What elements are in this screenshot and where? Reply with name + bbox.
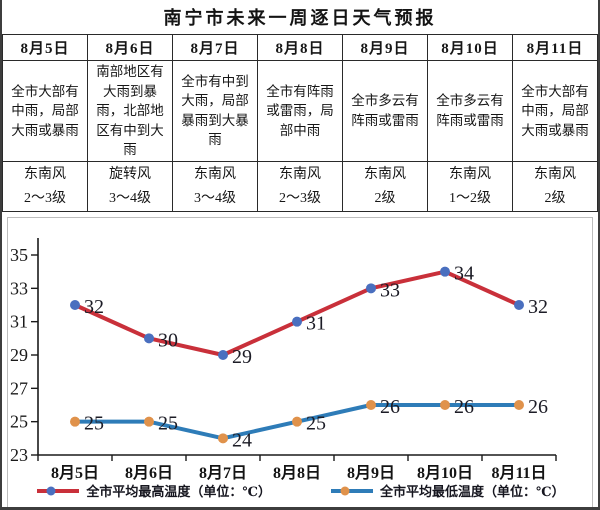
wind-cell: 东南风 2级 xyxy=(342,160,428,213)
x-tick-label: 8月6日 xyxy=(125,464,173,480)
data-point-marker xyxy=(218,433,228,444)
data-label: 32 xyxy=(528,296,548,318)
legend-item-0: 全市平均最高温度（单位：℃） xyxy=(35,481,271,500)
chart-section: 23 25 27 29 31 33 35 8月5日 8月6日 8月7日 8月8日 8月9日 8月10日 8… xyxy=(2,212,598,507)
wind-cell: 东南风 3～4级 xyxy=(172,160,258,213)
series-1: 25 25 24 25 26 26 26 xyxy=(70,396,548,452)
data-label: 32 xyxy=(84,296,104,318)
data-point-marker xyxy=(514,300,524,311)
data-point-marker xyxy=(440,267,450,278)
data-point-marker xyxy=(144,333,154,344)
weather-cell: 全市有阵雨或雷雨，局部中雨 xyxy=(257,60,343,162)
wind-cell: 东南风 2～3级 xyxy=(2,160,88,213)
page-title: 南宁市未来一周逐日天气预报 xyxy=(163,8,437,28)
table-row-wind: 东南风 2～3级 旋转风 3～4级 东南风 3～4级 东南风 2～3级 东南风 … xyxy=(2,160,598,213)
x-tick-label: 8月7日 xyxy=(199,464,247,480)
date-cell: 8月8日 xyxy=(257,34,343,61)
data-point-marker xyxy=(218,350,228,361)
table-row-dates: 8月5日 8月6日 8月7日 8月8日 8月9日 8月10日 8月11日 xyxy=(2,34,598,61)
data-point-marker xyxy=(70,300,80,311)
y-tick-label: 35 xyxy=(10,245,28,265)
x-tick-label: 8月8日 xyxy=(273,464,321,480)
y-tick-label: 31 xyxy=(10,312,28,332)
data-label: 25 xyxy=(306,413,326,435)
legend-label: 全市平均最低温度（单位：℃） xyxy=(380,484,565,500)
data-point-marker xyxy=(514,400,524,411)
weather-cell: 全市多云有阵雨或雷雨 xyxy=(427,60,513,162)
table-row-weather: 全市大部有中雨，局部大雨或暴雨 南部地区有大雨到暴雨，北部地区有中到大雨 全市有… xyxy=(2,60,598,162)
date-cell: 8月10日 xyxy=(427,34,513,61)
x-tick-label: 8月5日 xyxy=(51,464,99,480)
data-label: 25 xyxy=(84,413,104,435)
data-label: 30 xyxy=(158,330,178,352)
legend-item-1: 全市平均最低温度（单位：℃） xyxy=(329,481,565,500)
x-tick-label: 8月10日 xyxy=(417,464,473,480)
data-point-marker xyxy=(366,400,376,411)
series-0: 32 30 29 31 33 34 32 xyxy=(70,263,548,368)
forecast-table: 8月5日 8月6日 8月7日 8月8日 8月9日 8月10日 8月11日 全市大… xyxy=(2,34,598,213)
wind-cell: 东南风 2～3级 xyxy=(257,160,343,213)
wind-cell: 东南风 1～2级 xyxy=(427,160,513,213)
y-tick-label: 33 xyxy=(10,279,28,299)
data-label: 26 xyxy=(380,396,400,418)
wind-cell: 旋转风 3～4级 xyxy=(87,160,173,213)
legend-key-icon xyxy=(331,486,373,496)
data-label: 25 xyxy=(158,413,178,435)
data-label: 31 xyxy=(306,313,326,335)
y-tick-label: 27 xyxy=(10,379,28,399)
date-cell: 8月11日 xyxy=(512,34,598,61)
weather-cell: 南部地区有大雨到暴雨，北部地区有中到大雨 xyxy=(87,60,173,162)
date-cell: 8月9日 xyxy=(342,34,428,61)
weather-cell: 全市大部有中雨，局部大雨或暴雨 xyxy=(2,60,88,162)
x-tick-label: 8月9日 xyxy=(347,464,395,480)
data-label: 34 xyxy=(454,263,474,285)
weather-cell: 全市多云有阵雨或雷雨 xyxy=(342,60,428,162)
data-point-marker xyxy=(440,400,450,411)
data-point-marker xyxy=(70,417,80,428)
date-cell: 8月7日 xyxy=(172,34,258,61)
data-label: 24 xyxy=(232,430,252,452)
data-point-marker xyxy=(292,317,302,328)
y-tick-label: 29 xyxy=(10,345,28,365)
data-label: 29 xyxy=(232,346,252,368)
legend-key-icon xyxy=(37,486,80,496)
y-axis-ticks: 23 25 27 29 31 33 35 xyxy=(10,245,38,465)
x-axis-ticks: 8月5日 8月6日 8月7日 8月8日 8月9日 8月10日 8月11日 xyxy=(37,455,557,480)
y-tick-label: 25 xyxy=(10,412,28,432)
weather-cell: 全市大部有中雨，局部大雨或暴雨 xyxy=(512,60,598,162)
data-label: 33 xyxy=(380,280,400,302)
wind-cell: 东南风 2级 xyxy=(512,160,598,213)
axes xyxy=(37,238,556,457)
chart-legend: 全市平均最高温度（单位：℃） 全市平均最低温度（单位：℃） xyxy=(8,481,592,500)
data-point-marker xyxy=(366,283,376,294)
series-line xyxy=(73,270,521,358)
data-label: 26 xyxy=(528,396,548,418)
data-label: 26 xyxy=(454,396,474,418)
data-point-marker xyxy=(292,417,302,428)
date-cell: 8月6日 xyxy=(87,34,173,61)
legend-label: 全市平均最高温度（单位：℃） xyxy=(86,484,271,500)
weather-cell: 全市有中到大雨，局部暴雨到大暴雨 xyxy=(172,60,258,162)
date-cell: 8月5日 xyxy=(2,34,88,61)
chart-box: 23 25 27 29 31 33 35 8月5日 8月6日 8月7日 8月8日 8月9日 8月10日 8… xyxy=(7,217,593,507)
x-tick-label: 8月11日 xyxy=(491,464,546,480)
data-point-marker xyxy=(144,417,154,428)
y-tick-label: 23 xyxy=(10,445,28,465)
